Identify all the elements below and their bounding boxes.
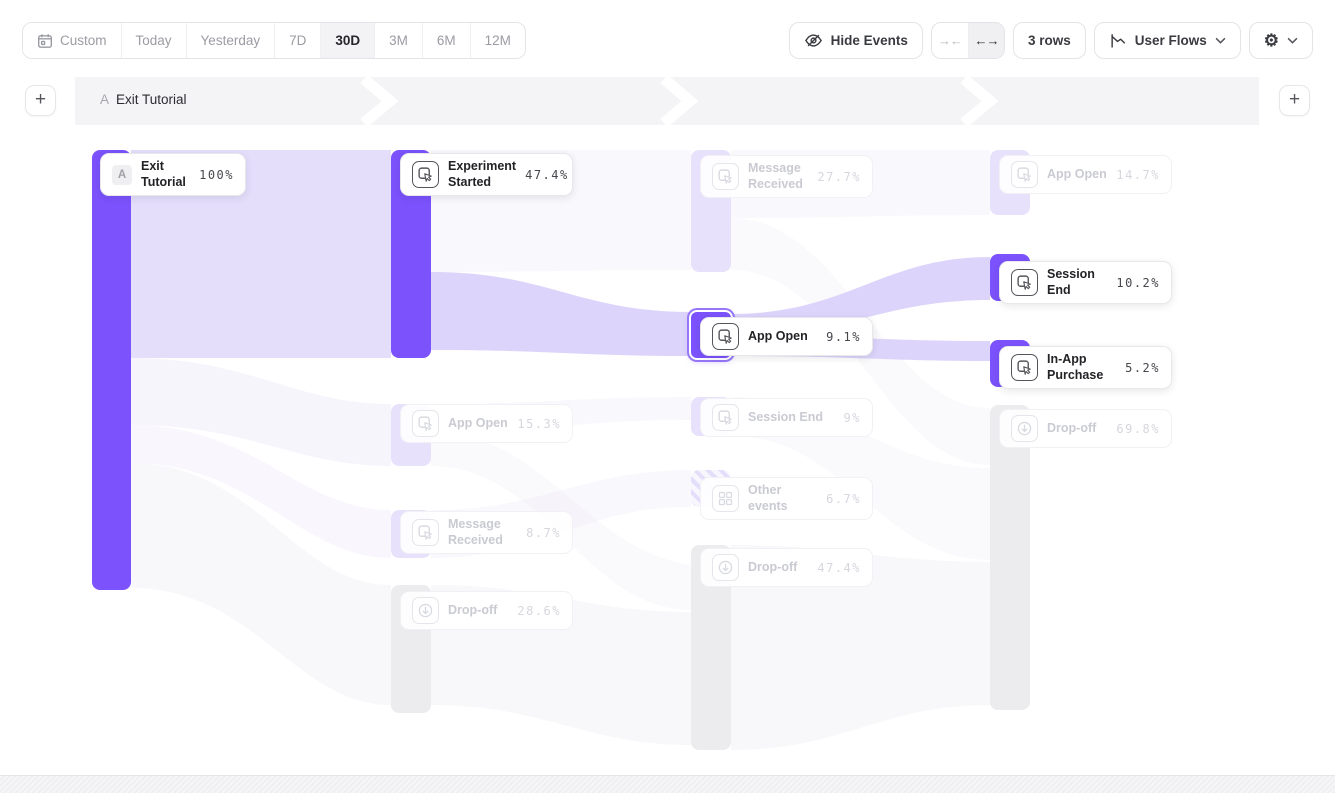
flow-chart-icon (1109, 32, 1127, 50)
node-percentage: 27.7% (817, 169, 861, 184)
date-range-label: Custom (60, 33, 107, 48)
settings-dropdown[interactable]: ⚙ (1248, 22, 1313, 59)
node-card-other-events-col3[interactable]: Other events 6.7% (700, 477, 873, 521)
node-label: Drop-off (748, 559, 798, 574)
date-range-3m[interactable]: 3M (374, 23, 422, 58)
node-percentage: 8.7% (526, 525, 561, 540)
date-range-30d[interactable]: 30D (320, 23, 375, 58)
hide-events-label: Hide Events (830, 33, 908, 48)
collapse-expand-toggle: →← ←→ (930, 22, 1005, 59)
node-card-app-open-col3[interactable]: App Open 9.1% (700, 317, 873, 356)
event-icon (412, 161, 439, 189)
date-range-group: Custom Today Yesterday 7D 30D 3M 6M 12M (22, 22, 526, 59)
start-event-title: Exit Tutorial (116, 92, 187, 107)
node-card-app-open-col2[interactable]: App Open 15.3% (400, 404, 573, 443)
add-column-right-button[interactable]: + (1279, 85, 1310, 116)
node-label: Message Received (448, 517, 503, 547)
event-icon (412, 410, 439, 437)
node-percentage: 15.3% (517, 416, 561, 431)
collapse-columns-button[interactable]: →← (937, 33, 963, 48)
node-card-message-received-col3[interactable]: Message Received 27.7% (700, 155, 873, 199)
node-label: App Open (448, 415, 508, 430)
rows-label: 3 rows (1027, 33, 1071, 48)
date-range-6m[interactable]: 6M (421, 23, 470, 58)
node-percentage: 9% (843, 410, 861, 425)
add-column-left-button[interactable]: + (25, 85, 56, 116)
eye-off-icon (804, 31, 823, 50)
node-label: Message Received (748, 161, 803, 191)
node-percentage: 10.2% (1116, 275, 1160, 290)
node-card-drop-off-col3[interactable]: Drop-off 47.4% (700, 548, 873, 587)
date-range-yesterday[interactable]: Yesterday (185, 23, 275, 58)
node-label: In-App Purchase (1047, 352, 1104, 382)
rows-button[interactable]: 3 rows (1012, 22, 1086, 59)
date-range-today[interactable]: Today (120, 23, 186, 58)
node-label: App Open (1047, 166, 1107, 181)
drop-off-icon (1011, 415, 1038, 442)
node-percentage: 100% (199, 167, 234, 182)
expand-columns-button[interactable]: ←→ (967, 23, 1004, 58)
node-percentage: 5.2% (1125, 360, 1160, 375)
start-event-prefix: A (100, 92, 110, 107)
view-label: User Flows (1134, 33, 1207, 48)
node-card-drop-off-col4[interactable]: Drop-off 69.8% (999, 409, 1172, 448)
node-percentage: 47.4% (525, 167, 569, 182)
other-events-icon (712, 485, 739, 513)
toolbar: Custom Today Yesterday 7D 30D 3M 6M 12M … (22, 22, 1313, 59)
event-icon (712, 163, 739, 191)
node-label: Other events (748, 483, 788, 513)
node-card-session-end-col4[interactable]: Session End 10.2% (999, 261, 1172, 305)
drop-off-icon (412, 597, 439, 624)
event-icon (1011, 161, 1038, 188)
flow-header-band: A Exit Tutorial (75, 77, 1259, 125)
date-range-12m[interactable]: 12M (469, 23, 525, 58)
node-bar-drop-off-col4[interactable] (990, 405, 1030, 710)
chevron-down-icon (1215, 37, 1226, 44)
hide-events-button[interactable]: Hide Events (788, 22, 923, 59)
event-icon (1011, 354, 1038, 382)
node-percentage: 47.4% (817, 560, 861, 575)
node-label: Drop-off (1047, 420, 1097, 435)
node-label: Session End (1047, 267, 1095, 297)
node-percentage: 28.6% (517, 603, 561, 618)
node-card-message-received-col2[interactable]: Message Received 8.7% (400, 511, 573, 555)
node-label: App Open (748, 328, 808, 343)
view-selector[interactable]: User Flows (1093, 22, 1241, 59)
gear-icon: ⚙ (1263, 31, 1279, 50)
node-percentage: 69.8% (1116, 421, 1160, 436)
node-card-drop-off-col2[interactable]: Drop-off 28.6% (400, 591, 573, 630)
node-card-in-app-purchase-col4[interactable]: In-App Purchase 5.2% (999, 346, 1172, 390)
node-card-session-end-col3[interactable]: Session End 9% (700, 398, 873, 437)
start-event-header[interactable]: A Exit Tutorial (100, 92, 187, 107)
node-bar-exit-tutorial[interactable] (92, 150, 131, 590)
node-percentage: 6.7% (826, 491, 861, 506)
event-icon (1011, 269, 1038, 297)
event-letter-badge: A (112, 164, 132, 185)
chevron-down-icon (1287, 37, 1298, 44)
page-bottom-strip (0, 775, 1335, 793)
drop-off-icon (712, 554, 739, 581)
node-card-app-open-col4[interactable]: App Open 14.7% (999, 155, 1172, 194)
node-card-experiment-started[interactable]: Experiment Started 47.4% (400, 153, 573, 197)
node-label: Drop-off (448, 602, 498, 617)
date-range-7d[interactable]: 7D (274, 23, 321, 58)
date-range-custom[interactable]: Custom (23, 23, 121, 58)
node-card-exit-tutorial[interactable]: A Exit Tutorial 100% (100, 153, 246, 197)
event-icon (412, 519, 439, 547)
node-label: Exit Tutorial (141, 159, 186, 189)
event-icon (712, 323, 739, 350)
toolbar-right: Hide Events →← ←→ 3 rows User Flows (788, 22, 1313, 59)
node-percentage: 14.7% (1116, 167, 1160, 182)
calendar-icon (37, 33, 53, 49)
node-label: Session End (748, 409, 824, 424)
node-percentage: 9.1% (826, 329, 861, 344)
node-label: Experiment Started (448, 159, 517, 189)
event-icon (712, 404, 739, 431)
